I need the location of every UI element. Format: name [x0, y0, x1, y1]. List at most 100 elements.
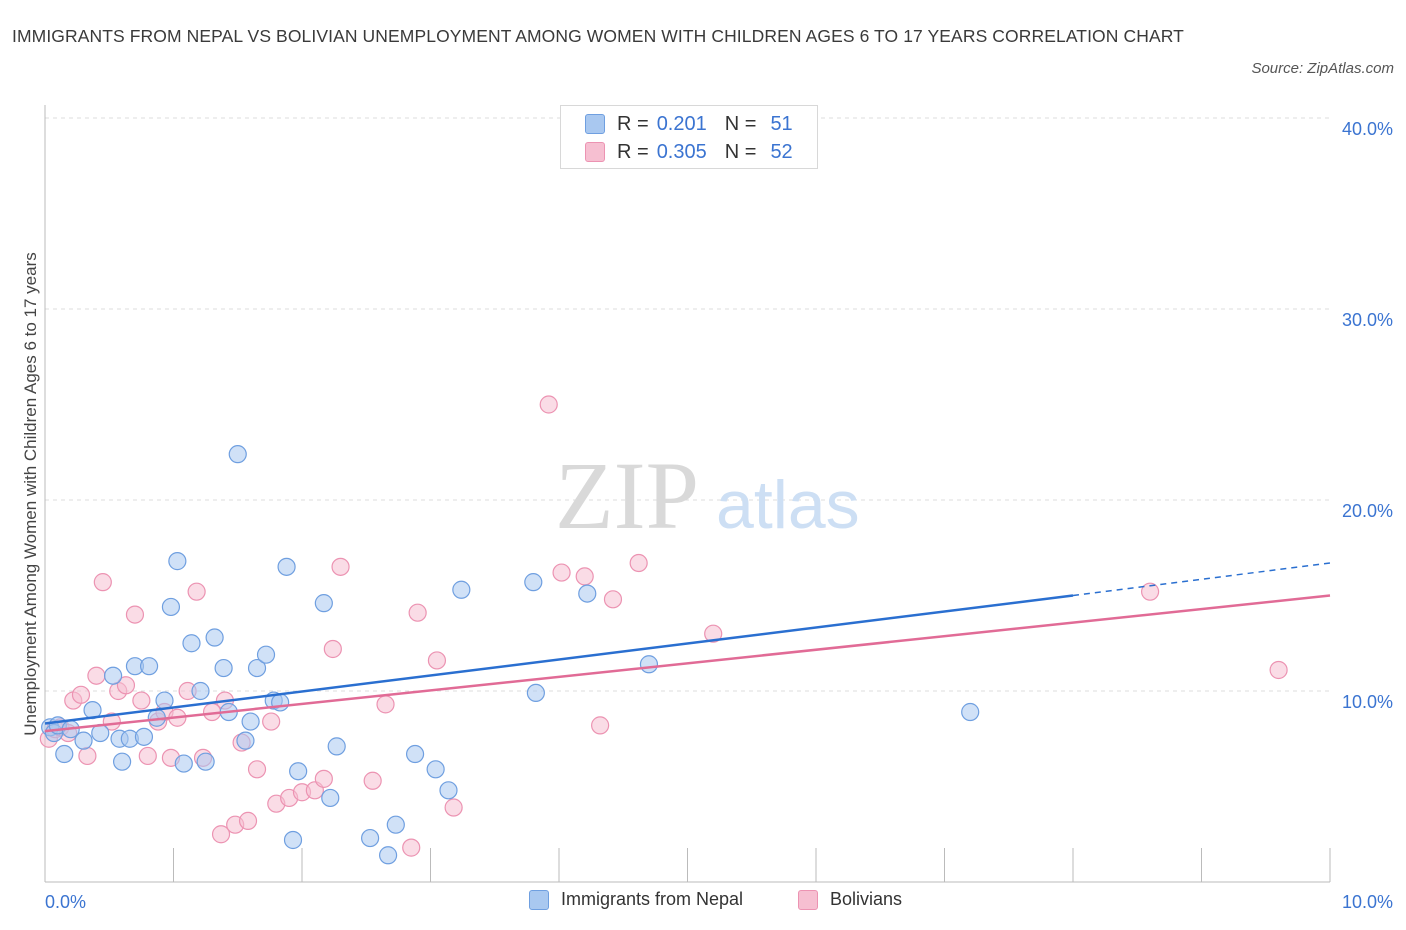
- nepal-point: [321, 788, 340, 808]
- nepal-point: [271, 693, 290, 712]
- nepal-point: [161, 597, 181, 617]
- nepal-point: [205, 628, 224, 647]
- nepal-point: [134, 727, 154, 746]
- nepal-point: [256, 645, 276, 664]
- legend-n-label: N =: [724, 140, 757, 163]
- nepal-point: [526, 683, 545, 703]
- nepal-point: [277, 557, 296, 576]
- nepal-point: [241, 712, 260, 731]
- bottom-legend-label-nepal: Immigrants from Nepal: [561, 889, 744, 909]
- y-axis-label-group: Unemployment Among Women with Children A…: [21, 252, 40, 736]
- y-tick-label: 10.0%: [1342, 692, 1393, 712]
- legend-r-label: R =: [617, 112, 649, 135]
- bolivian-point: [187, 582, 206, 601]
- bottom-legend-swatch-bolivians: [798, 889, 818, 910]
- bottom-legend-nepal: Immigrants from Nepal: [529, 889, 743, 910]
- x-tick-label: 0.0%: [45, 892, 86, 912]
- nepal-point: [361, 828, 380, 848]
- bolivian-point: [1269, 660, 1288, 680]
- nepal-point: [155, 691, 174, 710]
- bolivian-point: [78, 746, 97, 766]
- nepal-point: [386, 815, 405, 834]
- nepal-point: [214, 658, 233, 678]
- legend-r-label: R =: [617, 140, 649, 163]
- trend-lines: [44, 562, 1331, 733]
- legend-r-value: 0.201: [656, 112, 707, 135]
- bolivian-point: [427, 651, 447, 670]
- bolivian-point: [93, 573, 112, 592]
- axes: 10.0% 20.0% 30.0% 40.0% 0.0% 10.0%: [44, 105, 1393, 912]
- source-label: Source: ZipAtlas.com: [1251, 60, 1394, 77]
- legend-n-label: N =: [724, 112, 757, 135]
- nepal-point: [578, 584, 597, 603]
- bolivian-point: [704, 624, 723, 643]
- legend-n-value: 52: [770, 140, 793, 163]
- nepal-point: [247, 658, 267, 678]
- y-axis-label: Unemployment Among Women with Children A…: [21, 252, 40, 736]
- y-tick-label: 20.0%: [1342, 501, 1393, 521]
- nepal-point: [182, 634, 201, 653]
- bolivian-point: [376, 695, 395, 714]
- bolivian-point: [539, 395, 558, 414]
- nepal-point: [104, 666, 123, 685]
- watermark: ZIP atlas: [555, 442, 860, 549]
- bottom-legend-label-bolivians: Bolivians: [830, 889, 903, 909]
- nepal-point: [74, 731, 93, 750]
- bolivian-point: [603, 590, 623, 609]
- bolivian-point: [132, 691, 151, 710]
- bolivian-point: [591, 716, 610, 735]
- stats-legend: R = 0.201 N = 51 R = 0.305 N = 52: [560, 105, 818, 169]
- nepal-point: [55, 744, 74, 764]
- watermark-atlas: atlas: [716, 467, 860, 543]
- nepal-point: [524, 573, 543, 592]
- watermark-zip: ZIP: [555, 442, 699, 549]
- bolivian-point: [71, 685, 91, 704]
- nepal-point: [289, 762, 308, 781]
- legend-r-value: 0.305: [656, 140, 707, 163]
- legend-row-bolivians: R = 0.305 N = 52: [585, 138, 793, 166]
- nepal-point: [405, 744, 425, 764]
- chart-title: IMMIGRANTS FROM NEPAL VS BOLIVIAN UNEMPL…: [12, 26, 1184, 46]
- bolivian-point: [116, 676, 136, 695]
- bolivian-point: [444, 798, 463, 817]
- legend-row-nepal: R = 0.201 N = 51: [585, 110, 793, 138]
- bolivian-point: [402, 838, 421, 857]
- y-tick-label: 40.0%: [1342, 119, 1393, 139]
- trend-line-nepal: [44, 594, 1074, 725]
- nepal-point: [196, 752, 215, 771]
- bolivian-point: [125, 605, 145, 624]
- trend-line-bolivians: [44, 594, 1331, 733]
- bottom-legend-bolivians: Bolivians: [798, 889, 902, 910]
- nepal-point: [961, 702, 980, 722]
- nepal-point: [314, 594, 333, 613]
- nepal-point: [236, 731, 255, 750]
- y-tick-label: 30.0%: [1342, 310, 1393, 330]
- bolivian-point: [238, 811, 258, 830]
- legend-n-value: 51: [770, 112, 793, 135]
- bolivian-point: [575, 567, 594, 586]
- legend-swatch-bolivians: [585, 142, 605, 162]
- bolivian-point: [408, 603, 427, 622]
- data-points: [39, 395, 1288, 865]
- nepal-point: [327, 737, 346, 756]
- bolivian-point: [552, 563, 571, 582]
- bolivian-point: [1140, 582, 1160, 601]
- nepal-point: [426, 760, 445, 779]
- bolivian-point: [629, 553, 648, 573]
- bolivian-point: [262, 712, 281, 731]
- bolivian-point: [138, 746, 157, 766]
- bolivian-point: [247, 760, 267, 779]
- bolivian-point: [102, 712, 121, 731]
- bolivian-point: [363, 771, 382, 790]
- bottom-legend-swatch-nepal: [529, 889, 549, 910]
- x-tick-label: 10.0%: [1342, 892, 1393, 912]
- grid-lines: [45, 117, 1330, 692]
- nepal-point: [452, 580, 471, 599]
- nepal-point: [283, 830, 303, 850]
- nepal-point: [378, 846, 398, 865]
- bolivian-point: [211, 825, 231, 844]
- nepal-point: [174, 754, 193, 773]
- trend-line-nepal-extension: [1072, 562, 1331, 597]
- nepal-point: [168, 552, 187, 571]
